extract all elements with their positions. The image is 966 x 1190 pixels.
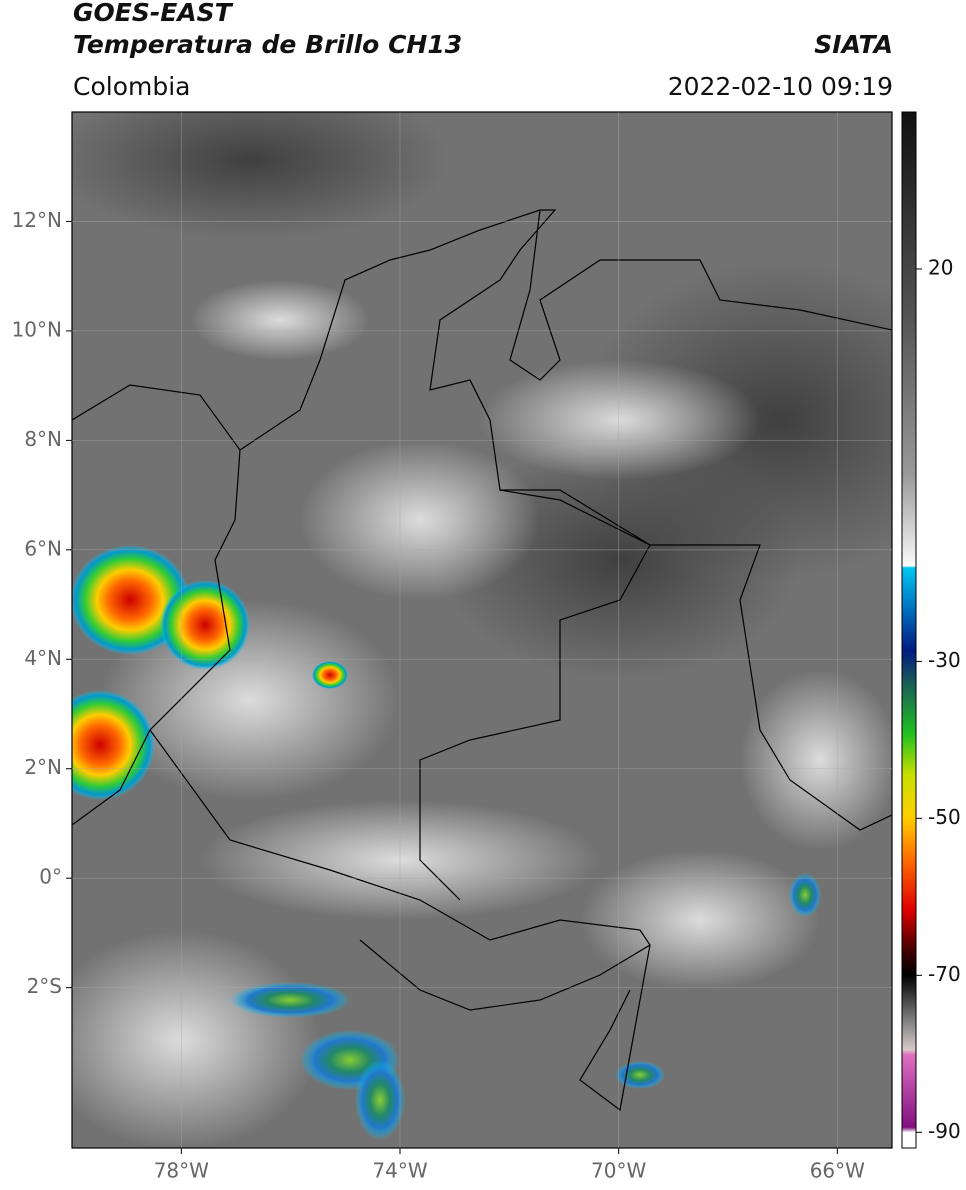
y-tick-label: 2°S	[27, 974, 62, 998]
y-tick-label: 0°	[39, 865, 62, 889]
x-tick-label: 70°W	[591, 1159, 646, 1183]
x-tick-label: 78°W	[154, 1159, 209, 1183]
colorbar-tick-label: -90	[928, 1119, 961, 1143]
y-tick-label: 10°N	[12, 317, 62, 341]
colorbar-tick-label: -70	[928, 962, 961, 986]
satellite-image	[72, 112, 892, 1148]
region: Colombia	[73, 72, 191, 101]
y-tick-label: 8°N	[24, 427, 62, 451]
title-line-1: GOES-EAST	[73, 0, 232, 27]
colorbar-tick-label: 20	[928, 255, 953, 279]
y-tick-label: 4°N	[24, 646, 62, 670]
y-tick-label: 2°N	[24, 755, 62, 779]
x-tick-label: 66°W	[810, 1159, 865, 1183]
colorbar-tick-label: -50	[928, 805, 961, 829]
source: SIATA	[814, 30, 893, 59]
datetime: 2022-02-10 09:19	[667, 72, 893, 101]
x-tick-label: 74°W	[372, 1159, 427, 1183]
title-line-2: Temperatura de Brillo CH13	[73, 30, 463, 59]
map-frame	[71, 111, 893, 1149]
colorbar	[901, 111, 917, 1149]
colorbar-tick-label: -30	[928, 648, 961, 672]
y-tick-label: 12°N	[12, 208, 62, 232]
y-tick-label: 6°N	[24, 536, 62, 560]
